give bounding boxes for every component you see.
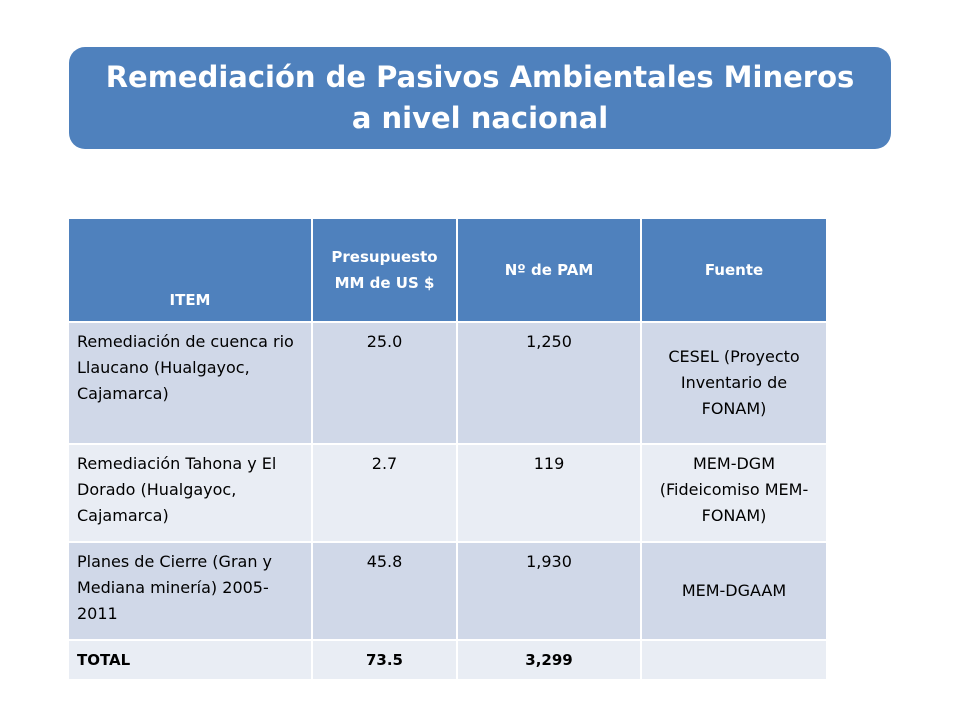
cell-item: Remediación Tahona y El Dorado (Hualgayo… — [67, 443, 313, 543]
title-banner: Remediación de Pasivos Ambientales Miner… — [69, 47, 891, 149]
cell-total-fuente — [640, 639, 828, 681]
cell-item: Planes de Cierre (Gran y Mediana minería… — [67, 541, 313, 641]
header-item: ITEM — [67, 217, 313, 323]
table-row: Remediación de cuenca rio Llaucano (Hual… — [67, 321, 828, 445]
slide-title: Remediación de Pasivos Ambientales Miner… — [105, 60, 855, 135]
cell-fuente: CESEL (Proyecto Inventario de FONAM) — [640, 321, 828, 445]
cell-presupuesto: 45.8 — [311, 541, 458, 641]
cell-total-presupuesto: 73.5 — [311, 639, 458, 681]
header-num-pam: Nº de PAM — [456, 217, 642, 323]
table-row: Planes de Cierre (Gran y Mediana minería… — [67, 541, 828, 641]
cell-total-num-pam: 3,299 — [456, 639, 642, 681]
cell-fuente: MEM-DGM (Fideicomiso MEM-FONAM) — [640, 443, 828, 543]
cell-presupuesto: 25.0 — [311, 321, 458, 445]
cell-presupuesto: 2.7 — [311, 443, 458, 543]
cell-num-pam: 1,250 — [456, 321, 642, 445]
pam-table: ITEM Presupuesto MM de US $ Nº de PAM Fu… — [67, 217, 828, 681]
header-fuente: Fuente — [640, 217, 828, 323]
header-presupuesto: Presupuesto MM de US $ — [311, 217, 458, 323]
cell-item: Remediación de cuenca rio Llaucano (Hual… — [67, 321, 313, 445]
table-header-row: ITEM Presupuesto MM de US $ Nº de PAM Fu… — [67, 217, 828, 323]
table-total-row: TOTAL 73.5 3,299 — [67, 639, 828, 681]
cell-num-pam: 119 — [456, 443, 642, 543]
cell-fuente: MEM-DGAAM — [640, 541, 828, 641]
cell-num-pam: 1,930 — [456, 541, 642, 641]
table-row: Remediación Tahona y El Dorado (Hualgayo… — [67, 443, 828, 543]
cell-total-label: TOTAL — [67, 639, 313, 681]
